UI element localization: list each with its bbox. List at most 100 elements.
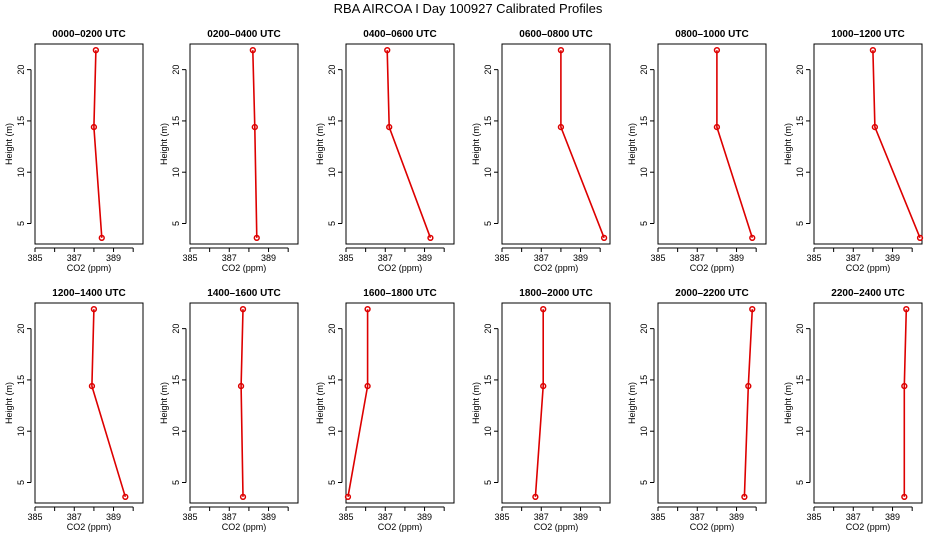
profile-line (93, 50, 103, 238)
x-tick-label: 387 (67, 512, 82, 522)
y-tick-label: 10 (483, 167, 493, 177)
plot-frame (34, 302, 144, 504)
x-tick-label: 387 (690, 253, 705, 263)
profile-line (386, 50, 432, 239)
data-point (713, 47, 721, 54)
data-point (749, 234, 756, 241)
y-tick-label: 15 (16, 375, 26, 385)
data-point (239, 306, 247, 313)
data-point (344, 493, 352, 500)
profile-line (903, 309, 908, 497)
y-axis-label: Height (m) (627, 382, 637, 424)
data-point (741, 493, 748, 500)
y-axis-label: Height (m) (159, 382, 169, 424)
y-tick-label: 20 (795, 65, 805, 75)
profile-line (743, 309, 754, 497)
x-tick-label: 387 (378, 512, 393, 522)
x-tick-label: 385 (806, 512, 821, 522)
data-point (98, 234, 105, 241)
panel-title: 0600–0800 UTC (519, 29, 592, 40)
data-point (901, 493, 908, 500)
y-tick-label: 10 (171, 167, 181, 177)
x-axis-label: CO2 (ppm) (846, 263, 891, 273)
x-tick-label: 387 (67, 253, 82, 263)
data-point (386, 123, 393, 131)
profile-line (716, 50, 754, 239)
panel-title: 2200–2400 UTC (831, 288, 904, 299)
profile-line (872, 50, 921, 239)
x-axis-label: CO2 (ppm) (222, 263, 267, 273)
x-tick-label: 389 (729, 253, 744, 263)
y-tick-label: 10 (483, 426, 493, 436)
data-point (239, 493, 247, 500)
y-axis-label: Height (m) (315, 123, 325, 165)
figure-title: RBA AIRCOA I Day 100927 Calibrated Profi… (334, 1, 603, 16)
data-point (745, 382, 752, 390)
x-tick-label: 387 (222, 512, 237, 522)
y-tick-label: 20 (327, 324, 337, 334)
data-point (90, 123, 98, 131)
y-axis-label: Height (m) (471, 382, 481, 424)
data-point (901, 382, 908, 390)
y-tick-label: 15 (327, 116, 337, 126)
y-axis-label: Height (m) (783, 123, 793, 165)
panel-title: 0000–0200 UTC (52, 29, 125, 40)
y-tick-label: 15 (639, 375, 649, 385)
profile-line (347, 309, 369, 497)
y-tick-label: 15 (171, 116, 181, 126)
data-point (88, 382, 96, 390)
x-axis-label: CO2 (ppm) (67, 522, 112, 532)
x-tick-label: 387 (378, 253, 393, 263)
data-point (871, 123, 879, 131)
y-tick-label: 15 (171, 375, 181, 385)
x-axis-label: CO2 (ppm) (222, 522, 267, 532)
data-point (540, 306, 547, 313)
profile-line (91, 309, 127, 498)
y-tick-label: 15 (795, 375, 805, 385)
plot-frame (657, 43, 767, 245)
data-point (600, 234, 608, 241)
y-tick-label: 20 (171, 324, 181, 334)
panel-title: 1200–1400 UTC (52, 288, 125, 299)
data-point (532, 493, 539, 500)
x-tick-label: 385 (494, 253, 509, 263)
plot-frame (657, 302, 767, 504)
x-tick-label: 389 (261, 253, 276, 263)
data-point (427, 234, 434, 241)
y-tick-label: 5 (483, 221, 493, 226)
data-point (249, 47, 256, 54)
data-point (916, 234, 924, 241)
x-tick-label: 385 (182, 253, 197, 263)
x-tick-label: 389 (106, 253, 121, 263)
y-tick-label: 5 (483, 480, 493, 485)
x-axis-label: CO2 (ppm) (378, 522, 423, 532)
y-tick-label: 20 (327, 65, 337, 75)
x-tick-label: 385 (182, 512, 197, 522)
x-tick-label: 389 (417, 253, 432, 263)
data-point (251, 123, 258, 131)
x-tick-label: 385 (27, 512, 42, 522)
data-point (713, 123, 721, 131)
y-tick-label: 5 (171, 480, 181, 485)
data-point (122, 493, 129, 500)
x-tick-label: 387 (222, 253, 237, 263)
data-point (90, 306, 98, 313)
x-axis-label: CO2 (ppm) (690, 522, 735, 532)
data-point (749, 306, 756, 313)
panel-title: 1800–2000 UTC (519, 288, 592, 299)
plot-frame (34, 43, 144, 245)
x-tick-label: 385 (650, 512, 665, 522)
plot-frame (813, 43, 923, 245)
x-tick-label: 387 (534, 512, 549, 522)
data-point (384, 47, 391, 54)
y-tick-label: 15 (16, 116, 26, 126)
data-point (540, 382, 547, 390)
x-tick-label: 385 (338, 253, 353, 263)
